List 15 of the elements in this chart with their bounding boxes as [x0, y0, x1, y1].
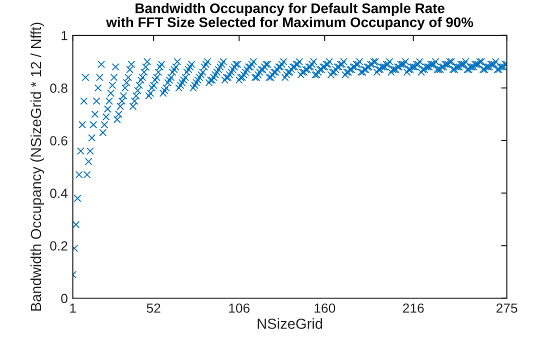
y-axis-title: Bandwidth Occupancy (NSizeGrid * 12 / Nfft) [30, 22, 44, 311]
x-axis-title: NSizeGrid [258, 318, 322, 329]
x-tick-label: 275 [496, 303, 518, 313]
y-tick-label: 0.2 [50, 241, 68, 251]
x-tick-label: 106 [229, 303, 250, 313]
x-tick-label: 1 [70, 304, 76, 313]
x-tick-label: 216 [403, 303, 424, 313]
y-tick-label: 0.8 [50, 84, 68, 93]
y-tick-label: 0 [61, 294, 68, 304]
x-tick-label: 52 [146, 303, 160, 313]
x-tick-label: 160 [314, 303, 336, 313]
y-tick-label: 1 [62, 31, 68, 40]
y-tick-label: 0.6 [50, 136, 68, 146]
y-tick-label: 0.4 [50, 188, 68, 198]
chart-title: Bandwidth Occupancy for Default Sample Rate with FFT Size Selected for Maximum Occupancy of 90% [106, 3, 474, 30]
